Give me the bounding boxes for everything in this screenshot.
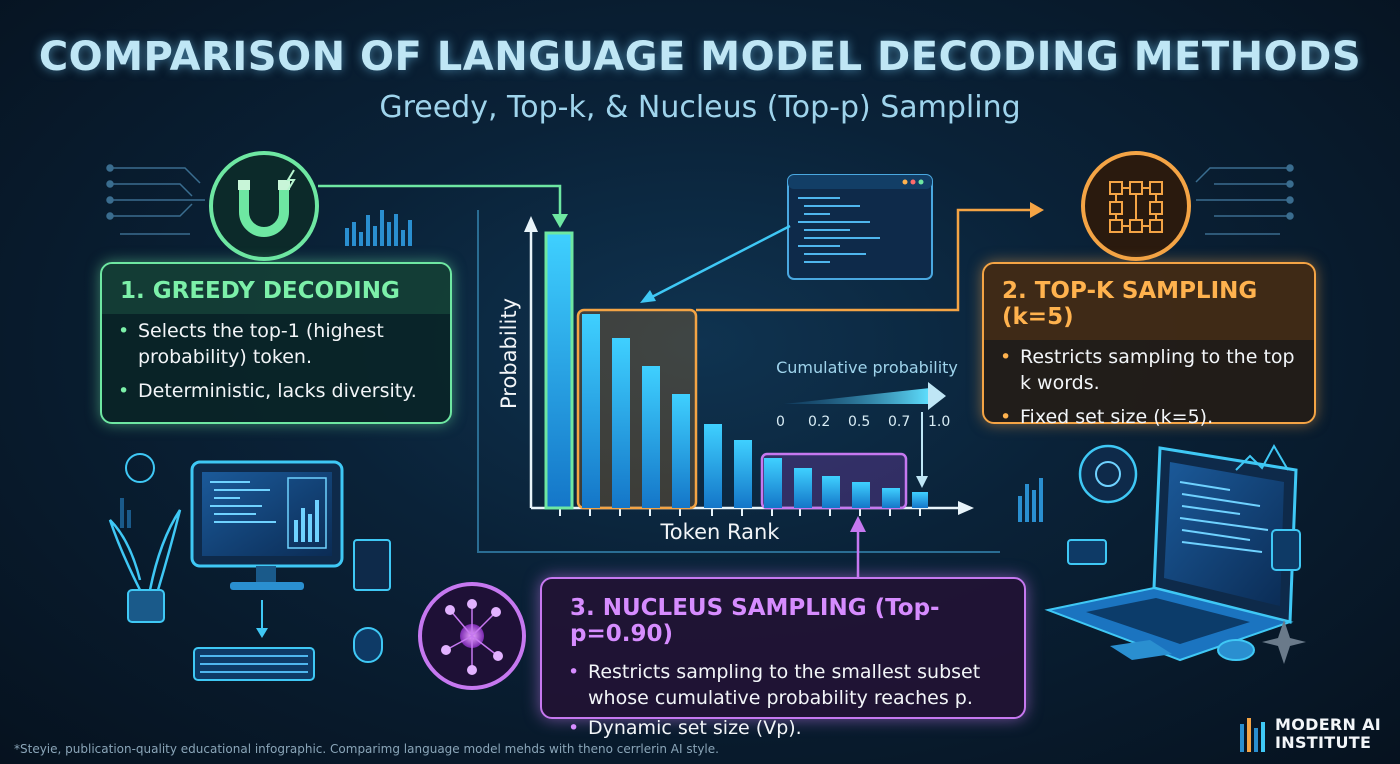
topk-sampling-panel: 2. TOP-K SAMPLING (k=5) Restricts sampli…	[982, 262, 1316, 430]
nucleus-bullet: Restricts sampling to the smallest subse…	[568, 659, 1012, 711]
bar-rank-6	[704, 424, 722, 508]
code-window-icon	[787, 174, 933, 280]
bar-rank-2	[582, 314, 600, 508]
page-subtitle: Greedy, Top-k, & Nucleus (Top-p) Samplin…	[379, 90, 1021, 125]
topk-bullet: Fixed set size (k=5).	[1000, 404, 1302, 430]
topk-bullet-list: Restricts sampling to the top k words. F…	[984, 340, 1314, 430]
bar-rank-11	[852, 482, 870, 508]
bar-rank-12	[882, 488, 900, 508]
network-icon	[1081, 151, 1191, 261]
topk-heading: 2. TOP-K SAMPLING (k=5)	[984, 264, 1314, 340]
bar-rank-5	[672, 394, 690, 508]
bar-rank-3	[612, 338, 630, 508]
greedy-arrow	[318, 184, 562, 218]
magnet-icon	[209, 151, 319, 261]
code-to-chart-arrow	[645, 224, 791, 302]
brand-name: MODERN AI INSTITUTE	[1275, 716, 1381, 752]
brand-line-1: MODERN AI	[1275, 715, 1382, 734]
y-axis-arrowhead	[524, 216, 538, 232]
nucleus-bullet-list: Restricts sampling to the smallest subse…	[542, 655, 1024, 741]
mini-bars-left	[345, 210, 412, 246]
nucleus-heading: 3. NUCLEUS SAMPLING (Top-p=0.90)	[570, 595, 940, 647]
greedy-bullet: Selects the top-1 (highest probability) …	[118, 318, 438, 370]
cumulative-tick-2: 0.5	[848, 414, 871, 430]
nucleus-bullet: Dynamic set size (Vp).	[568, 715, 1012, 741]
greedy-heading: 1. GREEDY DECODING	[102, 264, 450, 314]
bar-rank-10	[822, 476, 840, 508]
bar-rank-7	[734, 440, 752, 508]
desktop-computer-icon	[108, 453, 391, 681]
cumulative-tick-3: 0.7	[888, 414, 911, 430]
x-axis-label: Token Rank	[660, 520, 780, 544]
circuit-traces-right	[1195, 164, 1294, 235]
cumulative-wedge	[784, 388, 930, 404]
chart-frame	[477, 210, 1000, 553]
greedy-bullet: Deterministic, lacks diversity.	[118, 378, 438, 404]
laptop-icon	[1018, 443, 1306, 664]
cumulative-tick-4: 1.0	[928, 414, 951, 430]
bar-rank-4	[642, 366, 660, 508]
topk-bullet: Restricts sampling to the top k words.	[1000, 344, 1302, 396]
brand-line-2: INSTITUTE	[1275, 733, 1372, 752]
topk-highlight-box	[576, 308, 698, 510]
footnote: *Steyie, publication-quality educational…	[14, 742, 719, 756]
bar-rank-13	[912, 492, 928, 508]
bar-rank-9	[794, 468, 812, 508]
topk-arrow	[696, 208, 1030, 312]
greedy-bullet-list: Selects the top-1 (highest probability) …	[102, 314, 450, 404]
brand-logo	[1240, 718, 1265, 752]
atom-icon	[418, 582, 526, 690]
y-axis-label: Probability	[497, 297, 521, 409]
nucleus-sampling-panel: 3. NUCLEUS SAMPLING (Top-p=0.90) Restric…	[540, 577, 1026, 741]
cumulative-tick-1: 0.2	[808, 414, 831, 430]
circuit-traces-left	[106, 164, 205, 235]
cumulative-arrowhead	[928, 382, 946, 410]
bar-rank-8	[764, 458, 782, 508]
x-axis-arrowhead	[958, 501, 974, 515]
bar-rank-1	[544, 231, 574, 510]
probability-bars	[544, 231, 928, 510]
page-title: COMPARISON OF LANGUAGE MODEL DECODING ME…	[38, 34, 1362, 80]
cumulative-tick-0: 0	[776, 414, 785, 430]
cumulative-probability-label: Cumulative probability	[776, 358, 958, 377]
greedy-decoding-panel: 1. GREEDY DECODING Selects the top-1 (hi…	[100, 262, 452, 424]
